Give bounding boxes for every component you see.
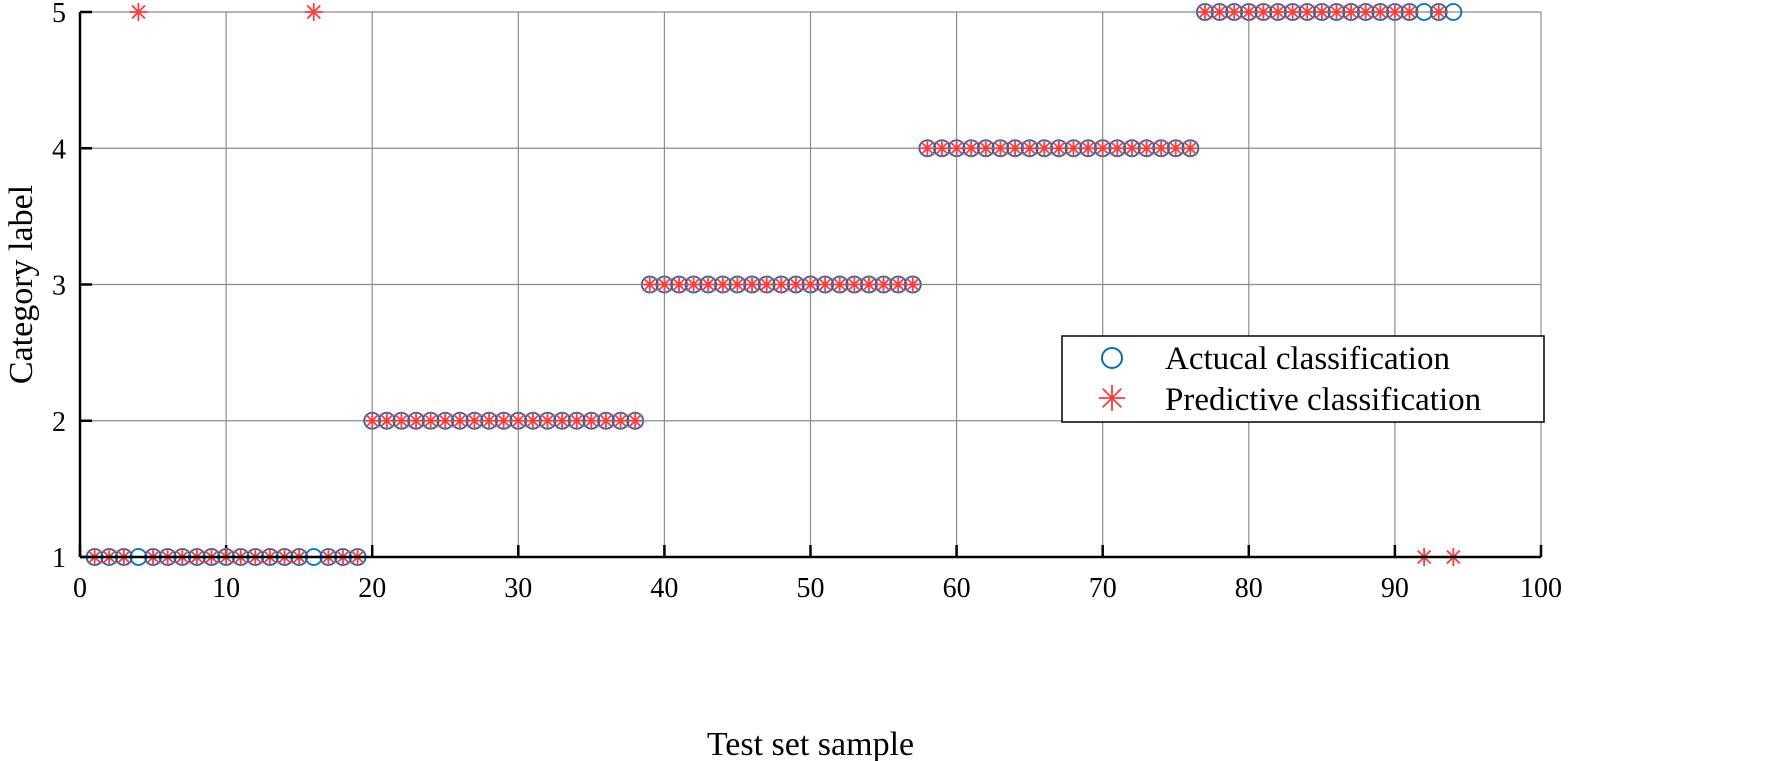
predictive-point	[1429, 3, 1448, 21]
predictive-point	[553, 411, 572, 430]
legend-box	[1061, 335, 1545, 423]
predictive-point	[377, 411, 396, 430]
predictive-point	[1254, 3, 1273, 21]
legend-label-predictive: Predictive classification	[1165, 382, 1481, 418]
x-tick-label-20: 20	[358, 573, 386, 604]
y-tick-label-3: 3	[52, 271, 66, 302]
y-axis-title: Category label	[3, 185, 40, 384]
x-tick-label-0: 0	[73, 573, 87, 604]
predictive-point	[1312, 3, 1331, 21]
predictive-point	[903, 275, 922, 294]
x-tick-label-70: 70	[1089, 573, 1117, 604]
legend-asterisk-icon	[1099, 385, 1125, 411]
predictive-point	[1079, 139, 1098, 158]
predictive-point	[1225, 3, 1244, 21]
predictive-point	[947, 139, 966, 158]
predictive-point	[976, 139, 995, 158]
predictive-point	[889, 275, 908, 294]
x-tick-label-30: 30	[504, 573, 532, 604]
predictive-point	[1400, 3, 1419, 21]
x-tick-label-60: 60	[943, 573, 971, 604]
axes	[78, 12, 1541, 559]
legend-marker-circle	[1101, 347, 1123, 369]
predictive-point	[1122, 139, 1141, 158]
predictive-point	[129, 3, 148, 21]
predictive-point	[713, 275, 732, 294]
predictive-point	[582, 411, 601, 430]
tick-labels: 0 10 20 30 40 50 60 70 80 90 100 1 2 3 4 5	[52, 0, 1562, 604]
predictive-point	[743, 275, 762, 294]
predictive-point	[1239, 3, 1258, 21]
y-tick-label-5: 5	[52, 0, 66, 29]
predictive-point	[304, 3, 323, 21]
predictive-point	[1283, 3, 1302, 21]
legend-label-actual: Actucal classification	[1165, 341, 1450, 377]
predictive-point	[1327, 3, 1346, 21]
predictive-point	[684, 275, 703, 294]
x-tick-label-90: 90	[1381, 573, 1409, 604]
predictive-point	[363, 411, 382, 430]
legend: Actucal classification Predictive classi…	[1061, 335, 1545, 423]
predictive-point	[1006, 139, 1025, 158]
predictive-point	[611, 411, 630, 430]
predictive-point	[626, 411, 645, 430]
x-tick-label-40: 40	[650, 573, 678, 604]
x-tick-label-100: 100	[1520, 573, 1562, 604]
predictive-point	[523, 411, 542, 430]
y-tick-label-4: 4	[52, 134, 66, 165]
y-tick-label-1: 1	[52, 543, 66, 574]
legend-marker-asterisk	[1099, 385, 1125, 411]
x-tick-label-10: 10	[212, 573, 240, 604]
x-tick-label-50: 50	[797, 573, 825, 604]
legend-circle-icon	[1101, 347, 1123, 369]
y-tick-label-2: 2	[52, 407, 66, 438]
predictive-point	[670, 275, 689, 294]
predictive-point	[1181, 139, 1200, 158]
x-tick-label-80: 80	[1235, 573, 1263, 604]
x-axis-title: Test set sample	[707, 726, 914, 761]
